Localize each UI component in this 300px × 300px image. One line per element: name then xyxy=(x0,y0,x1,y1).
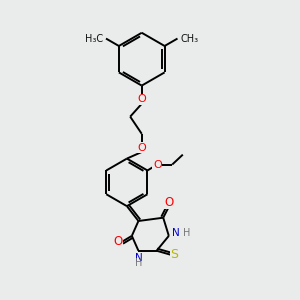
Text: S: S xyxy=(170,248,178,261)
Text: O: O xyxy=(113,235,123,248)
Text: N: N xyxy=(172,228,180,238)
Text: O: O xyxy=(165,196,174,209)
Text: CH₃: CH₃ xyxy=(181,34,199,44)
Text: H: H xyxy=(135,258,142,268)
Text: H₃C: H₃C xyxy=(85,34,103,44)
Text: O: O xyxy=(137,94,146,104)
Text: O: O xyxy=(153,160,162,170)
Text: H: H xyxy=(183,228,190,238)
Text: N: N xyxy=(135,253,142,263)
Text: O: O xyxy=(137,143,146,153)
